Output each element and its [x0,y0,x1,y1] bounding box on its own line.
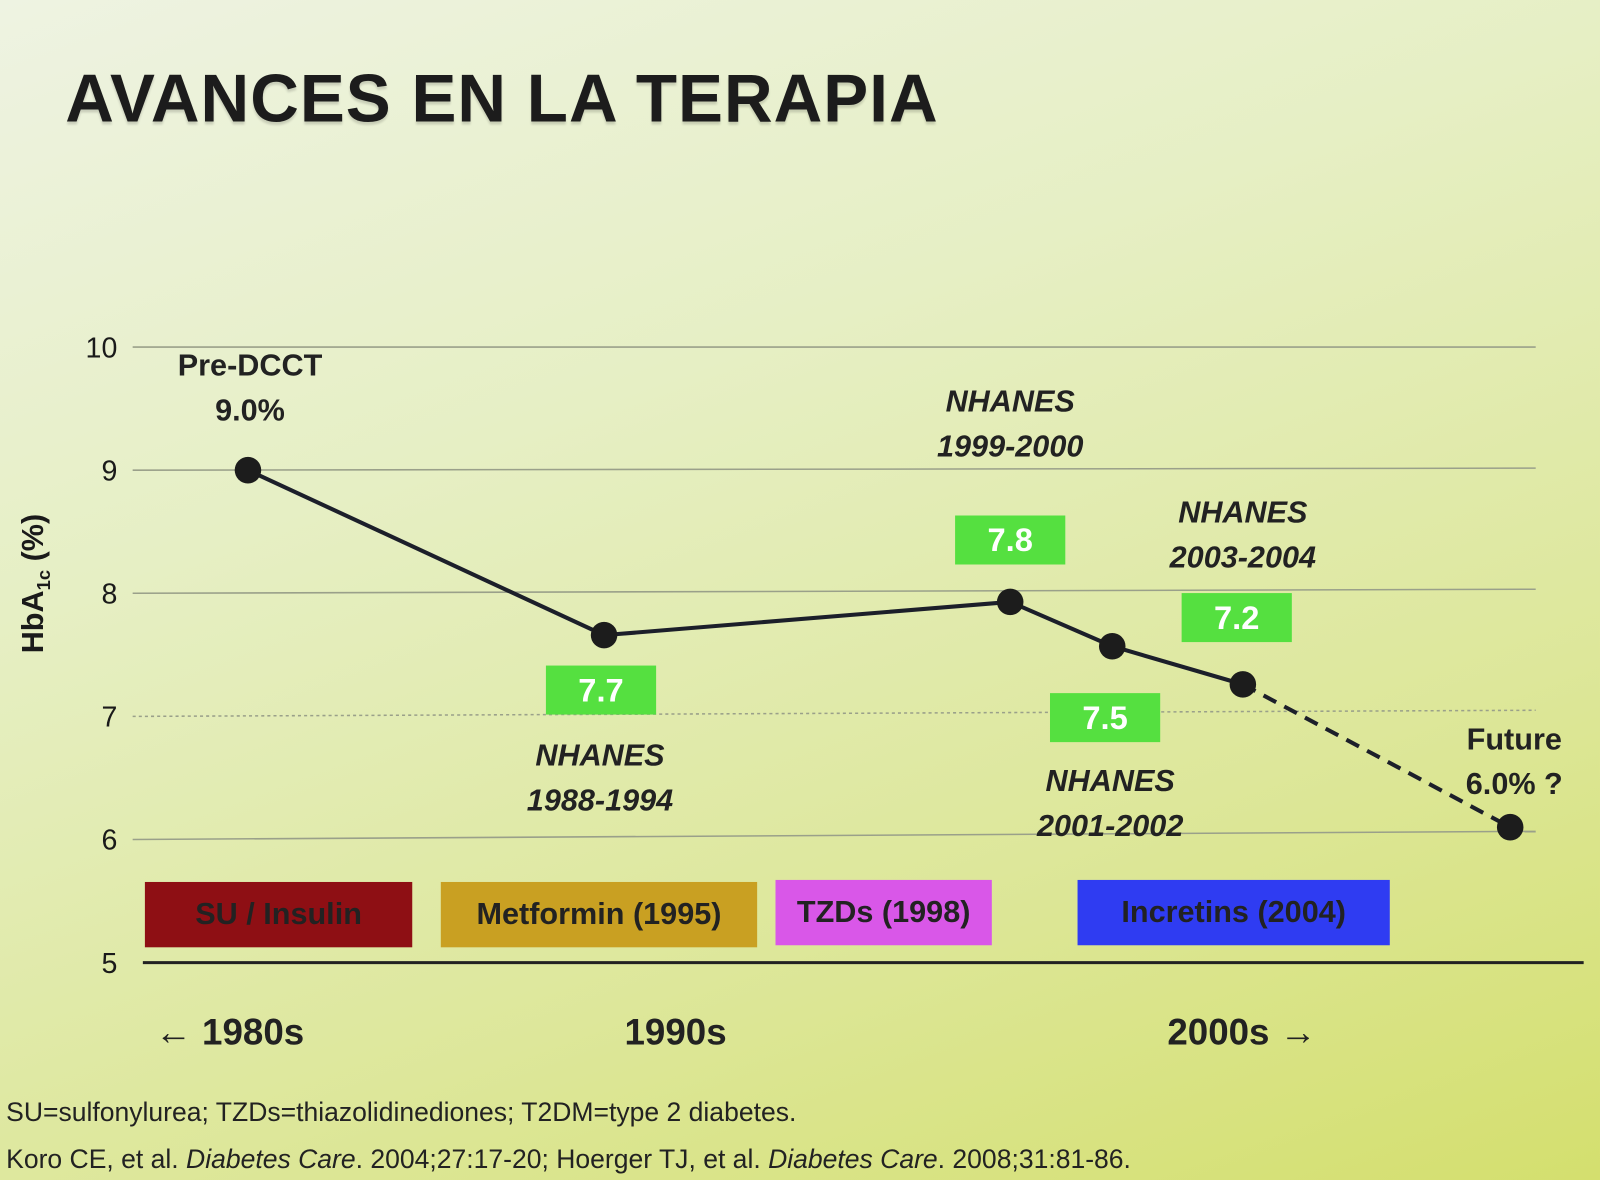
era-2000s: 2000s → [1167,1010,1317,1053]
line-segment [1111,644,1244,687]
data-point [1229,671,1257,698]
therapy-metformin: Metformin (1995) [440,881,758,948]
point-label: Pre-DCCT [178,349,323,383]
y-tick-label: 10 [86,332,118,364]
era-1980s: ← 1980s [155,1010,305,1053]
point-label: NHANES [946,384,1076,418]
y-tick-label: 7 [101,702,117,734]
point-label: 1988-1994 [527,784,673,818]
y-tick-label: 5 [101,948,117,980]
point-label: Future [1467,722,1562,756]
data-point [1098,632,1126,660]
y-axis-label: HbA1c (%) [16,513,55,654]
value-box: 7.5 [1049,693,1161,743]
y-tick-label: 8 [101,578,117,610]
point-label: 6.0% ? [1466,767,1563,801]
era-1990s: 1990s [624,1010,727,1053]
point-label: NHANES [1046,764,1176,798]
point-label: NHANES [535,739,665,773]
data-point [234,456,262,484]
data-point [590,621,618,649]
footnote-abbreviations: SU=sulfonylurea; TZDs=thiazolidinediones… [6,1096,797,1127]
point-label: 2003-2004 [1169,541,1316,575]
point-label: NHANES [1178,496,1308,530]
line-segment [603,599,1011,638]
line-segment [247,468,605,637]
value-box: 7.2 [1181,593,1292,643]
point-label: 9.0% [215,394,285,428]
line-segment [1009,600,1114,649]
gridline [132,467,1536,471]
therapy-su-insulin: SU / Insulin [144,881,413,948]
point-label: 2001-2002 [1036,809,1183,843]
value-box: 7.7 [545,665,657,715]
value-box: 7.8 [955,515,1066,565]
gridline [132,709,1536,718]
data-point [996,588,1024,616]
gridline [132,588,1536,595]
data-point [1496,813,1524,841]
projected-segment [1241,682,1512,829]
point-label: 1999-2000 [937,429,1083,463]
therapy-tzds: TZDs (1998) [775,879,992,946]
y-tick-label: 6 [101,825,117,857]
footnote-references: Koro CE, et al. Diabetes Care. 2004;27:1… [6,1143,1131,1174]
slide-title: AVANCES EN LA TERAPIA [65,60,939,136]
y-tick-label: 9 [101,455,117,487]
gridline [132,830,1536,841]
therapy-incretins: Incretins (2004) [1077,879,1390,946]
